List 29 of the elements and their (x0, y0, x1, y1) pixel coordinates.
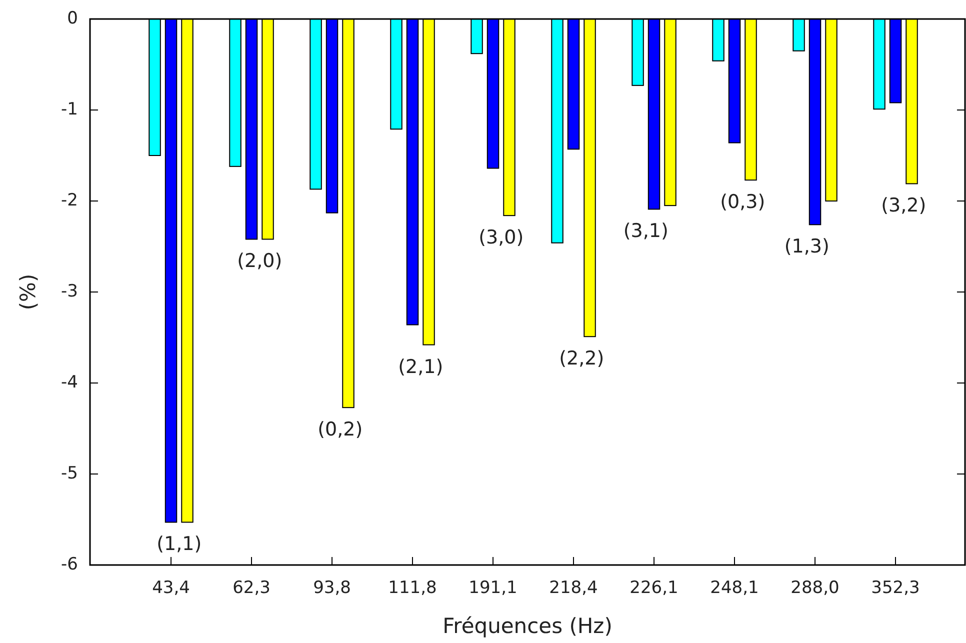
x-tick-label: 218,4 (549, 578, 598, 598)
annotation: (1,1) (156, 533, 202, 556)
annotation: (0,3) (720, 191, 766, 214)
y-axis-title: (%) (16, 274, 40, 310)
annotation: (3,0) (478, 226, 524, 249)
x-tick-label: 111,8 (388, 578, 437, 598)
annotation: (2,2) (559, 348, 604, 370)
y-tick-label: 0 (67, 8, 78, 29)
y-tick-label: -6 (61, 554, 78, 575)
annotation: (0,2) (318, 418, 363, 441)
x-tick-label: 352,3 (871, 578, 920, 598)
y-tick-label: -5 (61, 464, 78, 484)
annotation: (3,2) (881, 194, 926, 217)
y-tick-label: -1 (61, 100, 78, 120)
annotation: (1,3) (784, 236, 830, 258)
x-axis-title: Fréquences (Hz) (442, 614, 612, 638)
y-tick-label: -3 (61, 282, 78, 302)
x-tick-label: 62,3 (232, 578, 270, 598)
x-tick-label: 43,4 (152, 578, 190, 598)
annotation: (2,1) (398, 356, 444, 378)
y-tick-label: -2 (61, 190, 78, 211)
y-tick-label: -4 (61, 372, 78, 393)
x-tick-label: 191,1 (468, 578, 518, 598)
x-tick-label: 226,1 (630, 578, 678, 598)
x-tick-label: 248,1 (710, 578, 759, 598)
annotation: (3,1) (623, 220, 668, 242)
x-tick-label: 288,0 (790, 578, 840, 598)
annotation: (2,0) (237, 250, 282, 272)
x-tick-label: 93,8 (313, 578, 351, 598)
